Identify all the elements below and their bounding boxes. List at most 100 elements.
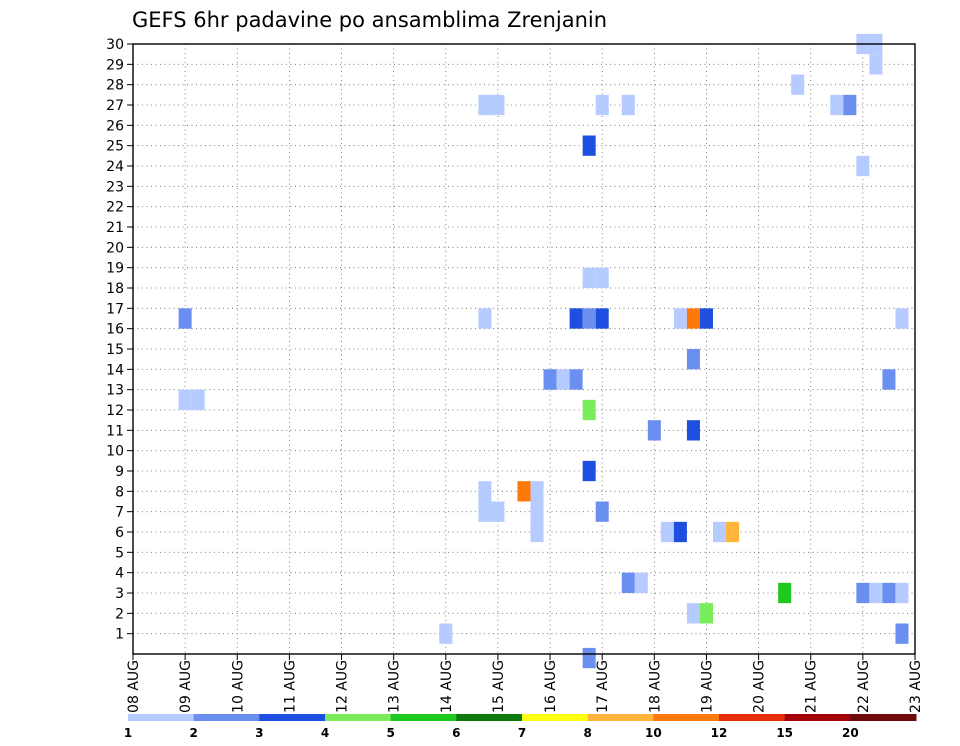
x-tick-label: 15 AUG bbox=[491, 660, 507, 713]
precip-cell bbox=[895, 582, 909, 604]
y-tick-label: 29 bbox=[106, 57, 124, 73]
y-tick-label: 1 bbox=[115, 627, 124, 643]
precip-cell bbox=[869, 582, 883, 604]
colorbar-legend: 1 2 3 4 5 6 7 8 10 12 15 20 bbox=[124, 714, 917, 740]
x-tick-label: 19 AUG bbox=[699, 660, 715, 713]
y-tick-label: 8 bbox=[115, 484, 124, 500]
precip-cell bbox=[778, 582, 792, 604]
precip-cell bbox=[726, 521, 740, 543]
precipitation-cells bbox=[178, 33, 909, 669]
x-tick-label: 23 AUG bbox=[908, 660, 924, 713]
precip-cell bbox=[830, 94, 844, 116]
y-tick-label: 3 bbox=[115, 586, 124, 602]
colorbar-segment bbox=[193, 714, 260, 721]
precip-cell bbox=[478, 501, 492, 522]
colorbar-label: 7 bbox=[518, 726, 526, 740]
y-tick-label: 23 bbox=[106, 179, 124, 195]
precip-cell bbox=[699, 308, 713, 329]
colorbar-segment bbox=[456, 714, 523, 721]
colorbar-segment bbox=[719, 714, 786, 721]
y-tick-label: 26 bbox=[106, 118, 124, 134]
y-tick-label: 24 bbox=[106, 159, 124, 175]
precip-cell bbox=[478, 308, 492, 329]
x-axis: 08 AUG 09 AUG 10 AUG 11 AUG 12 AUG 13 AUG 14 A… bbox=[126, 654, 924, 713]
y-tick-label: 20 bbox=[106, 240, 124, 256]
precip-cell bbox=[439, 623, 453, 644]
colorbar-label: 4 bbox=[321, 726, 329, 740]
colorbar-label: 15 bbox=[776, 726, 793, 740]
precip-cell bbox=[673, 308, 687, 329]
precip-cell bbox=[569, 369, 583, 390]
y-tick-label: 10 bbox=[106, 444, 124, 460]
precip-cell bbox=[686, 420, 700, 441]
x-tick-label: 11 AUG bbox=[282, 660, 298, 713]
precip-cell bbox=[686, 308, 700, 329]
precip-cell bbox=[582, 135, 596, 156]
colorbar-segment bbox=[653, 714, 720, 721]
y-tick-label: 22 bbox=[106, 200, 124, 216]
colorbar-label: 20 bbox=[842, 726, 859, 740]
precip-cell bbox=[660, 521, 674, 543]
precip-cell bbox=[595, 94, 609, 116]
x-tick-label: 22 AUG bbox=[856, 660, 872, 713]
precip-cell bbox=[556, 369, 570, 390]
colorbar-label: 1 bbox=[124, 726, 132, 740]
colorbar-segment bbox=[522, 714, 589, 721]
precip-cell bbox=[178, 389, 192, 410]
x-tick-label: 08 AUG bbox=[126, 660, 142, 713]
y-tick-label: 9 bbox=[115, 464, 124, 480]
precip-cell bbox=[569, 308, 583, 329]
precip-cell bbox=[595, 308, 609, 329]
precip-cell bbox=[673, 521, 687, 543]
y-tick-label: 15 bbox=[106, 342, 124, 358]
precip-cell bbox=[491, 94, 505, 116]
precip-cell bbox=[595, 501, 609, 522]
precip-cell bbox=[699, 603, 713, 624]
precip-cell bbox=[530, 521, 544, 543]
precip-cell bbox=[582, 460, 596, 482]
precip-cell bbox=[895, 623, 909, 644]
colorbar-segment bbox=[587, 714, 654, 721]
y-tick-label: 7 bbox=[115, 505, 124, 521]
precip-cell bbox=[843, 94, 857, 116]
y-tick-label: 27 bbox=[106, 98, 124, 114]
x-tick-label: 13 AUG bbox=[387, 660, 403, 713]
y-tick-label: 19 bbox=[106, 261, 124, 277]
precip-cell bbox=[882, 369, 896, 390]
colorbar-label: 6 bbox=[452, 726, 460, 740]
colorbar-label: 12 bbox=[711, 726, 728, 740]
y-axis: 1234567891011121314151617181920212223242… bbox=[106, 37, 133, 643]
precip-cell bbox=[478, 94, 492, 116]
colorbar-label: 5 bbox=[386, 726, 394, 740]
precip-cell bbox=[491, 501, 505, 522]
x-tick-label: 16 AUG bbox=[543, 660, 559, 713]
y-tick-label: 16 bbox=[106, 322, 124, 338]
precip-cell bbox=[647, 420, 661, 441]
precip-cell bbox=[686, 603, 700, 624]
colorbar-segment bbox=[259, 714, 326, 721]
y-tick-label: 4 bbox=[115, 566, 124, 582]
colorbar-segment bbox=[128, 714, 195, 721]
precip-cell bbox=[712, 521, 727, 543]
precip-cell bbox=[895, 308, 909, 329]
precip-cell bbox=[621, 572, 635, 593]
precip-cell bbox=[856, 582, 870, 604]
y-tick-label: 5 bbox=[115, 545, 124, 561]
precip-cell bbox=[595, 267, 609, 288]
y-tick-label: 13 bbox=[106, 383, 124, 399]
y-tick-label: 12 bbox=[106, 403, 124, 419]
y-tick-label: 30 bbox=[106, 37, 124, 53]
y-tick-label: 2 bbox=[115, 606, 124, 622]
y-tick-label: 28 bbox=[106, 78, 124, 94]
precip-cell bbox=[478, 481, 492, 502]
y-tick-label: 17 bbox=[106, 301, 124, 317]
colorbar-label: 2 bbox=[189, 726, 197, 740]
x-tick-label: 14 AUG bbox=[439, 660, 455, 713]
precip-cell bbox=[517, 481, 531, 502]
precip-cell bbox=[582, 647, 596, 669]
x-tick-label: 12 AUG bbox=[335, 660, 351, 713]
grid-lines bbox=[133, 44, 915, 654]
x-tick-label: 20 AUG bbox=[752, 660, 768, 713]
